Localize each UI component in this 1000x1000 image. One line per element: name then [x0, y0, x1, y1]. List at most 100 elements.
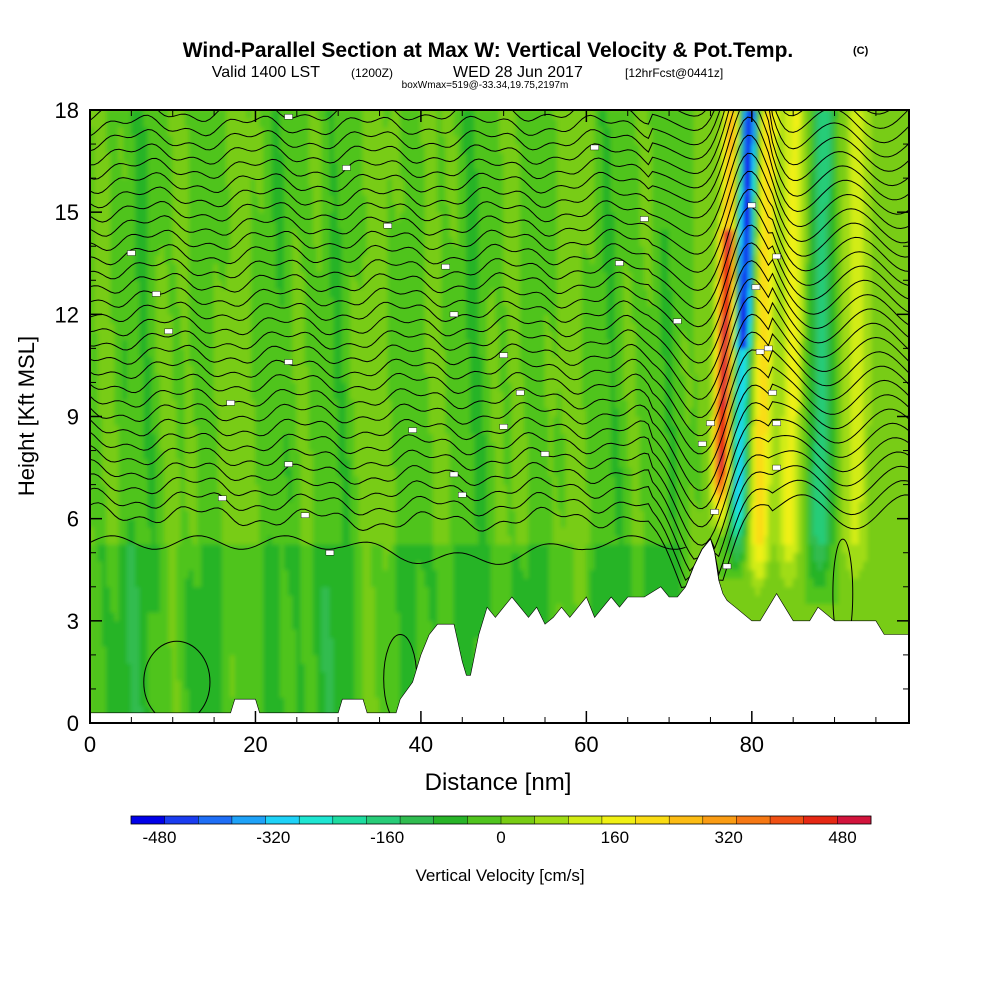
field-cell — [246, 382, 252, 392]
field-cell — [155, 211, 161, 222]
field-cell — [255, 399, 260, 409]
field-cell — [217, 373, 223, 383]
field-cell — [317, 203, 323, 213]
field-cell — [159, 339, 165, 349]
field-cell — [97, 177, 103, 188]
field-cell — [350, 262, 356, 273]
field-cell — [358, 160, 364, 170]
field-cell — [279, 390, 285, 400]
field-cell — [362, 680, 368, 690]
field-cell — [151, 135, 157, 145]
field-cell — [250, 305, 256, 315]
field-cell — [168, 663, 174, 673]
field-cell — [188, 296, 194, 307]
field-cell — [279, 143, 285, 153]
field-cell — [226, 203, 232, 213]
field-cell — [110, 390, 116, 400]
field-cell — [139, 254, 145, 264]
field-cell — [106, 135, 112, 145]
field-cell — [329, 228, 335, 239]
field-cell — [275, 671, 281, 681]
field-cell — [250, 458, 256, 468]
field-cell — [93, 560, 99, 571]
field-cell — [159, 365, 165, 375]
field-cell — [370, 135, 376, 145]
field-cell — [325, 169, 331, 179]
field-cell — [97, 330, 103, 341]
field-cell — [242, 458, 248, 468]
field-cell — [106, 254, 112, 264]
field-cell — [143, 543, 149, 554]
field-cell — [97, 186, 103, 196]
field-cell — [354, 330, 360, 341]
field-cell — [197, 330, 203, 341]
field-cell — [172, 475, 178, 486]
field-cell — [304, 160, 310, 170]
field-cell — [180, 356, 186, 366]
field-cell — [209, 126, 215, 136]
field-cell — [284, 433, 289, 443]
field-cell — [333, 194, 339, 205]
field-cell — [122, 194, 128, 205]
field-cell — [366, 450, 372, 460]
field-cell — [275, 577, 281, 588]
field-cell — [159, 680, 165, 690]
field-cell — [180, 501, 186, 511]
field-cell — [164, 620, 169, 630]
field-cell — [292, 339, 298, 349]
field-cell — [164, 663, 169, 673]
field-cell — [135, 603, 141, 613]
field-cell — [221, 390, 227, 400]
field-cell — [284, 603, 289, 613]
field-cell — [90, 203, 95, 213]
field-cell — [188, 203, 194, 213]
field-cell — [155, 688, 161, 698]
field-cell — [159, 169, 165, 179]
field-cell — [126, 126, 132, 136]
field-cell — [288, 407, 294, 417]
field-cell — [143, 143, 149, 153]
field-cell — [122, 279, 128, 290]
field-cell — [106, 220, 112, 230]
field-cell — [90, 416, 95, 426]
field-cell — [172, 296, 178, 307]
field-cell — [217, 271, 223, 281]
field-cell — [350, 118, 356, 128]
field-cell — [271, 501, 277, 511]
field-cell — [221, 279, 227, 290]
field-cell — [312, 262, 318, 273]
field-cell — [275, 177, 281, 188]
field-cell — [143, 433, 149, 443]
field-cell — [197, 305, 203, 315]
field-cell — [168, 305, 174, 315]
field-cell — [317, 450, 323, 460]
field-cell — [130, 543, 136, 554]
field-cell — [333, 611, 339, 622]
field-cell — [180, 262, 186, 273]
field-cell — [279, 586, 285, 596]
field-cell — [90, 399, 95, 409]
field-cell — [110, 518, 116, 528]
field-cell — [180, 697, 186, 707]
field-cell — [130, 365, 136, 375]
field-cell — [122, 407, 128, 417]
field-cell — [246, 509, 252, 520]
field-cell — [296, 603, 302, 613]
field-cell — [284, 177, 289, 188]
field-cell — [217, 569, 223, 579]
field-cell — [226, 543, 232, 554]
field-cell — [168, 569, 174, 579]
field-cell — [184, 705, 190, 715]
field-cell — [317, 237, 323, 247]
field-cell — [197, 160, 203, 170]
field-cell — [172, 143, 178, 153]
field-cell — [226, 262, 232, 273]
field-cell — [267, 365, 273, 375]
field-cell — [317, 262, 323, 273]
field-cell — [337, 620, 343, 630]
field-cell — [246, 416, 252, 426]
field-cell — [333, 552, 339, 562]
field-cell — [300, 262, 306, 273]
field-cell — [193, 637, 198, 647]
field-cell — [300, 586, 306, 596]
